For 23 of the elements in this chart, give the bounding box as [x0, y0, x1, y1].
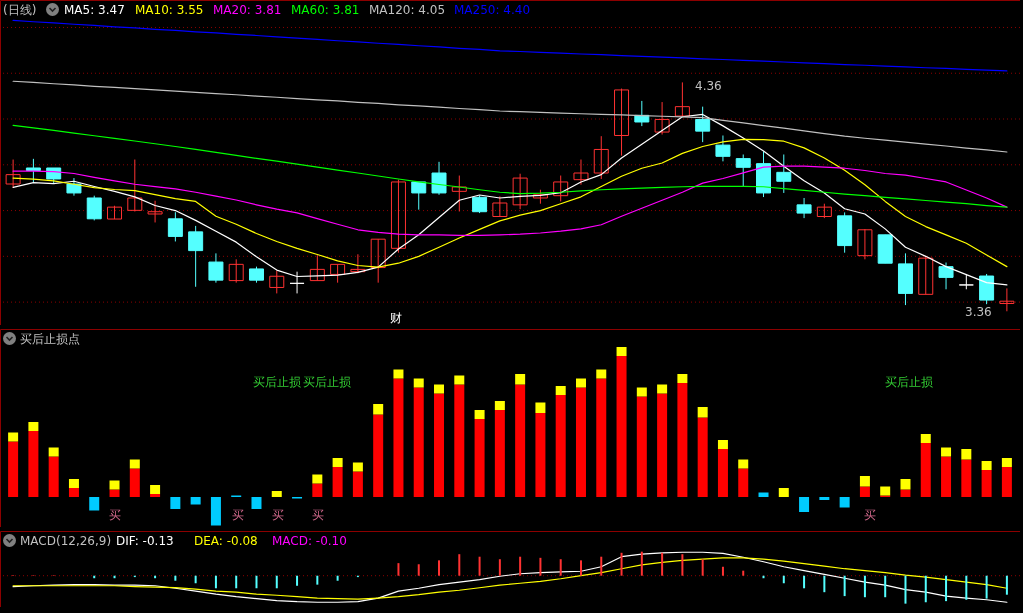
text: MA60: 3.81 — [291, 3, 360, 17]
annotation: 买后止损 — [303, 375, 351, 389]
text: DIF: -0.13 — [116, 534, 174, 548]
chart-title: 买后止损点 — [20, 332, 80, 346]
text: MA120: 4.05 — [369, 3, 446, 17]
text: MACD: -0.10 — [272, 534, 347, 548]
text: MA5: 3.47 — [64, 3, 125, 17]
text: DEA: -0.08 — [194, 534, 258, 548]
annotation: 买后止损 — [885, 375, 933, 389]
annotation: 买后止损 — [253, 375, 301, 389]
annotation: 买 — [864, 508, 876, 522]
annotation: 财 — [390, 311, 402, 325]
annotation: 买 — [272, 508, 284, 522]
annotation: 买 — [312, 508, 324, 522]
chart-title: MACD(12,26,9) — [20, 534, 112, 548]
annotation: 买 — [232, 508, 244, 522]
annotation: 买 — [109, 508, 121, 522]
chart-title: (日线) — [3, 3, 37, 17]
text: MA10: 3.55 — [135, 3, 204, 17]
annotation: 3.36 — [965, 305, 992, 319]
text: MA250: 4.40 — [454, 3, 531, 17]
annotation: 4.36 — [695, 79, 722, 93]
text: MA20: 3.81 — [213, 3, 282, 17]
